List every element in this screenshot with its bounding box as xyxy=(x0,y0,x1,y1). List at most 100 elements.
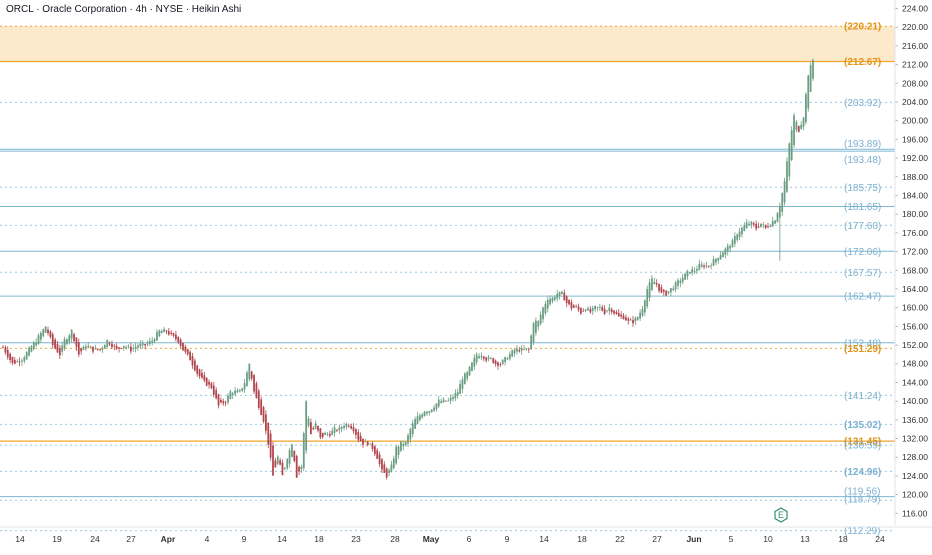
candle-body xyxy=(805,94,807,123)
candle-body xyxy=(376,450,379,459)
candle-body xyxy=(177,336,180,343)
candle-body xyxy=(615,312,618,315)
candle-body xyxy=(262,407,265,422)
candle-body xyxy=(37,335,40,344)
candle-body xyxy=(172,333,175,336)
x-tick-label: 18 xyxy=(577,534,587,544)
candle-body xyxy=(255,383,258,399)
candle-body xyxy=(426,411,428,414)
candle-body xyxy=(418,415,421,421)
candle-body xyxy=(371,443,374,450)
x-tick-label: Jun xyxy=(686,534,701,544)
x-tick-label: 28 xyxy=(390,534,400,544)
candle-body xyxy=(224,402,227,404)
level-label-4: (193.48) xyxy=(844,155,881,166)
candle-body xyxy=(558,291,561,297)
level-label-8: (172.06) xyxy=(844,247,881,258)
x-tick-label: 9 xyxy=(242,534,247,544)
candle-body xyxy=(603,308,606,315)
x-tick-label: 27 xyxy=(126,534,136,544)
candle-body xyxy=(212,385,215,395)
y-tick-label: 180.00 xyxy=(902,209,928,219)
candle-body xyxy=(769,225,772,227)
candle-body xyxy=(222,401,225,404)
candle-body xyxy=(336,430,338,431)
candle-body xyxy=(357,432,360,440)
candle-body xyxy=(762,224,765,226)
candle-body xyxy=(307,418,310,426)
candle-body xyxy=(378,454,381,464)
candle-body xyxy=(137,345,139,348)
candle-body xyxy=(795,121,798,131)
candle-body xyxy=(670,288,672,293)
candle-body xyxy=(80,348,83,352)
candle-body xyxy=(210,383,213,389)
price-axis[interactable]: 224.00 220.00 216.00 212.00 208.00 204.00 200.… xyxy=(894,0,928,525)
candle-body xyxy=(291,444,293,457)
candle-body xyxy=(494,360,497,365)
level-label-15: (131.45) xyxy=(844,437,881,448)
x-tick-label: 13 xyxy=(800,534,810,544)
candle-body xyxy=(433,407,435,411)
candle-body xyxy=(786,161,788,192)
candle-body xyxy=(409,428,412,440)
x-tick-label: 23 xyxy=(351,534,361,544)
candle-body xyxy=(186,349,189,355)
candle-body xyxy=(350,425,353,429)
y-tick-label: 164.00 xyxy=(902,284,928,294)
y-tick-label: 128.00 xyxy=(902,452,928,462)
candle-body xyxy=(643,300,646,313)
candle-body xyxy=(193,360,196,371)
candle-body xyxy=(170,332,173,334)
candle-body xyxy=(103,345,106,349)
candle-body xyxy=(414,419,416,429)
candle-body xyxy=(736,234,739,240)
candle-body xyxy=(241,388,244,391)
candle-body xyxy=(165,330,168,332)
y-tick-label: 200.00 xyxy=(902,116,928,126)
y-tick-label: 216.00 xyxy=(902,41,928,51)
candle-body xyxy=(153,339,156,342)
x-tick-label: 14 xyxy=(15,534,25,544)
candle-body xyxy=(648,282,651,298)
candle-body xyxy=(402,443,405,447)
candle-body xyxy=(184,346,187,352)
candle-body xyxy=(525,348,528,350)
x-tick-label: 18 xyxy=(314,534,324,544)
candle-body xyxy=(591,307,594,311)
candle-body xyxy=(310,422,312,435)
candle-body xyxy=(92,346,94,352)
candle-body xyxy=(587,308,589,311)
candle-body xyxy=(440,401,443,403)
candle-body xyxy=(802,117,805,127)
candle-body xyxy=(546,299,549,309)
candle-body xyxy=(608,307,611,312)
candle-body xyxy=(205,377,208,386)
candle-body xyxy=(423,411,426,416)
candle-body xyxy=(111,343,113,348)
candle-body xyxy=(257,390,260,408)
earnings-e-marker-icon[interactable] xyxy=(774,507,788,523)
candle-body xyxy=(182,342,184,351)
earnings-marker[interactable]: E xyxy=(774,507,788,523)
candle-body xyxy=(347,425,350,427)
candle-body xyxy=(163,329,165,333)
candle-body xyxy=(681,277,684,282)
candle-body xyxy=(63,339,66,349)
candle-body xyxy=(272,445,274,476)
time-axis[interactable]: 14 19 24 27 Apr 4 9 14 18 23 28 May 6 9 14 18 22 27 Jun 5 10… xyxy=(0,526,932,544)
y-tick-label: 188.00 xyxy=(902,172,928,182)
candle-body xyxy=(679,280,682,284)
level-label-16: (130.59) xyxy=(844,441,881,452)
candle-body xyxy=(428,411,431,413)
candle-body xyxy=(338,427,341,431)
level-label-6: (181.65) xyxy=(844,202,881,213)
candle-body xyxy=(715,258,717,263)
candle-body xyxy=(139,343,142,347)
candle-body xyxy=(253,375,255,392)
candle-body xyxy=(340,427,343,429)
candle-body xyxy=(549,298,551,305)
level-label-20: (112.29) xyxy=(844,526,881,537)
